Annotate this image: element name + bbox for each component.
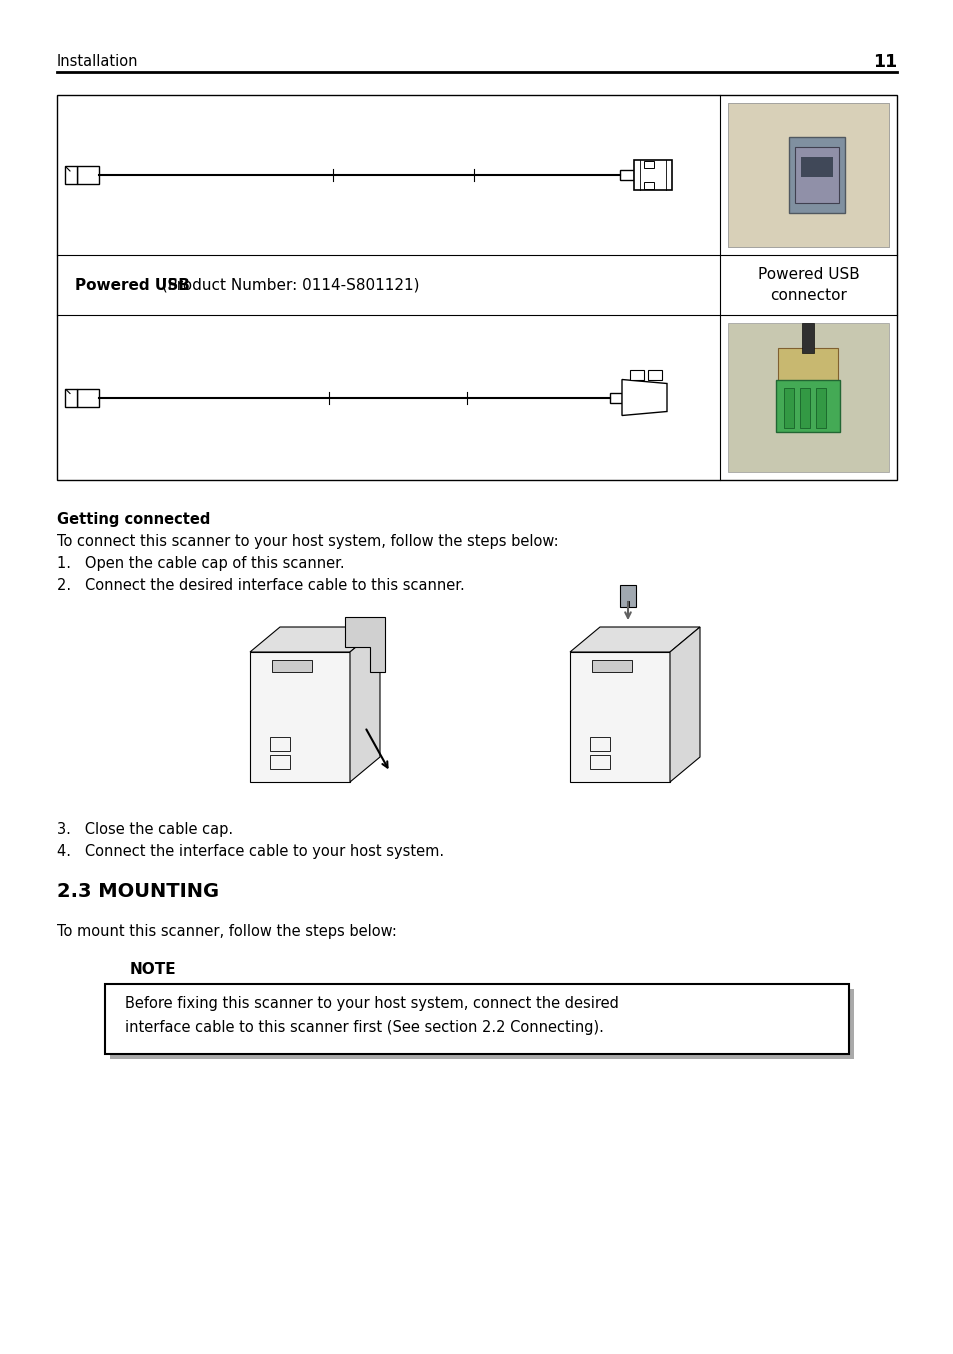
Text: To mount this scanner, follow the steps below:: To mount this scanner, follow the steps … (57, 923, 396, 940)
Bar (800, 157, 832, 177)
Bar (609, 393, 621, 402)
Text: NOTE: NOTE (130, 961, 176, 978)
Bar (801, 324, 814, 353)
Bar (110, 988, 853, 1059)
Text: (Product Number: 0114-S801121): (Product Number: 0114-S801121) (157, 278, 419, 292)
Bar (800, 387, 810, 428)
Bar (816, 387, 825, 428)
Bar (57, 95, 896, 481)
Bar (629, 370, 643, 379)
Bar (643, 181, 654, 190)
Bar (105, 984, 848, 1053)
Text: Powered USB: Powered USB (75, 278, 190, 292)
Bar (589, 756, 609, 769)
Bar (794, 148, 838, 203)
Text: 4.   Connect the interface cable to your host system.: 4. Connect the interface cable to your h… (57, 844, 444, 858)
Bar (783, 387, 794, 428)
Polygon shape (569, 627, 700, 653)
Bar (65, 167, 77, 184)
Bar (77, 167, 99, 184)
Bar (589, 737, 609, 751)
Bar (776, 379, 840, 432)
Text: 3.   Close the cable cap.: 3. Close the cable cap. (57, 822, 233, 837)
Text: Before fixing this scanner to your host system, connect the desired: Before fixing this scanner to your host … (125, 997, 618, 1011)
Bar (250, 653, 350, 783)
Bar (569, 653, 669, 783)
Bar (77, 389, 99, 406)
Polygon shape (621, 379, 666, 416)
Bar (727, 103, 888, 246)
Text: Installation: Installation (57, 54, 138, 69)
Bar (65, 389, 77, 406)
Polygon shape (350, 627, 379, 783)
Text: 2.   Connect the desired interface cable to this scanner.: 2. Connect the desired interface cable t… (57, 578, 464, 593)
Text: To connect this scanner to your host system, follow the steps below:: To connect this scanner to your host sys… (57, 533, 558, 548)
Text: interface cable to this scanner first (See section 2.2 Connecting).: interface cable to this scanner first (S… (125, 1020, 603, 1034)
Bar (270, 756, 290, 769)
Text: Getting connected: Getting connected (57, 512, 211, 527)
Bar (592, 659, 631, 672)
Bar (647, 370, 661, 379)
Polygon shape (345, 617, 385, 672)
Bar (643, 161, 654, 168)
Text: 2.3 MOUNTING: 2.3 MOUNTING (57, 881, 219, 900)
Bar (619, 585, 636, 607)
Text: 1.   Open the cable cap of this scanner.: 1. Open the cable cap of this scanner. (57, 556, 344, 571)
Text: Powered USB
connector: Powered USB connector (757, 267, 859, 303)
Polygon shape (250, 627, 379, 653)
Bar (727, 103, 888, 246)
Polygon shape (669, 627, 700, 783)
Bar (778, 348, 838, 382)
Bar (272, 659, 312, 672)
Bar (619, 171, 634, 180)
Bar (727, 324, 888, 473)
Text: 11: 11 (872, 53, 896, 70)
Bar (270, 737, 290, 751)
Bar (788, 137, 843, 213)
Bar (634, 160, 671, 190)
